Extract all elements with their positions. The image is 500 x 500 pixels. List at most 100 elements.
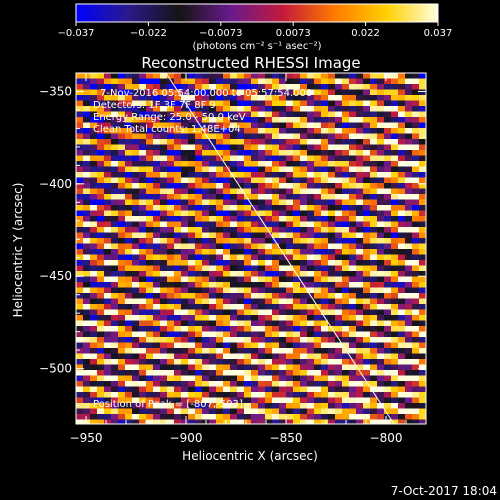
heatmap-cell	[412, 419, 420, 424]
heatmap-cell	[139, 364, 147, 371]
y-axis: −500−450−400−350	[39, 72, 426, 425]
heatmap-cell	[188, 199, 196, 206]
heatmap-cell	[132, 348, 140, 354]
heatmap-cell	[97, 199, 105, 206]
heatmap-cell	[125, 194, 133, 200]
heatmap-cell	[125, 172, 133, 178]
heatmap-cell	[342, 342, 350, 349]
heatmap-cell	[272, 271, 280, 277]
heatmap-cell	[328, 320, 336, 327]
heatmap-cell	[328, 144, 336, 151]
heatmap-cell	[293, 403, 301, 409]
heatmap-cell	[377, 414, 385, 420]
heatmap-cell	[356, 172, 364, 178]
heatmap-cell	[384, 111, 392, 118]
heatmap-cell	[328, 73, 336, 79]
heatmap-cell	[377, 353, 385, 360]
heatmap-cell	[202, 216, 210, 222]
heatmap-cell	[314, 210, 322, 217]
heatmap-cell	[335, 364, 343, 371]
heatmap-cell	[342, 282, 350, 288]
heatmap-cell	[335, 249, 343, 255]
heatmap-cell	[293, 386, 301, 393]
heatmap-cell	[139, 320, 147, 327]
heatmap-cell	[286, 106, 294, 112]
colorbar-unit-label: (photons cm⁻² s⁻¹ asec⁻²)	[192, 41, 321, 52]
heatmap-cell	[97, 337, 105, 343]
heatmap-cell	[391, 84, 399, 90]
heatmap-cell	[342, 144, 350, 151]
heatmap-cell	[125, 315, 133, 321]
heatmap-cell	[251, 199, 259, 206]
heatmap-cell	[188, 271, 196, 277]
heatmap-cell	[314, 216, 322, 222]
heatmap-cell	[139, 414, 147, 420]
heatmap-cell	[90, 243, 98, 250]
colorbar-tick-label: −0.0073	[199, 28, 242, 39]
heatmap-cell	[97, 78, 105, 85]
heatmap-cell	[118, 265, 126, 272]
heatmap-cell	[272, 232, 280, 239]
heatmap-cell	[160, 414, 168, 420]
heatmap-cell	[97, 89, 105, 96]
heatmap-cell	[412, 260, 420, 266]
heatmap-cell	[244, 359, 252, 365]
heatmap-cell	[83, 150, 91, 156]
heatmap-cell	[377, 117, 385, 123]
heatmap-cell	[139, 133, 147, 140]
heatmap-cell	[153, 408, 161, 415]
heatmap-cell	[342, 210, 350, 217]
heatmap-cell	[139, 210, 147, 217]
heatmap-cell	[251, 150, 259, 156]
heatmap-cell	[83, 331, 91, 338]
heatmap-cell	[174, 139, 182, 145]
heatmap-cell	[244, 238, 252, 244]
heatmap-cell	[76, 238, 84, 244]
heatmap-cell	[419, 243, 426, 250]
heatmap-cell	[321, 337, 329, 343]
heatmap-cell	[111, 188, 119, 195]
heatmap-cell	[349, 293, 357, 299]
heatmap-cell	[272, 408, 280, 415]
heatmap-cell	[216, 205, 224, 211]
heatmap-cell	[335, 106, 343, 112]
heatmap-cell	[356, 254, 364, 261]
heatmap-cell	[209, 271, 217, 277]
heatmap-cell	[398, 293, 406, 299]
heatmap-cell	[398, 397, 406, 404]
heatmap-cell	[237, 166, 245, 173]
heatmap-cell	[125, 161, 133, 167]
heatmap-cell	[314, 381, 322, 387]
heatmap-cell	[307, 315, 315, 321]
heatmap-cell	[83, 392, 91, 398]
heatmap-cell	[139, 249, 147, 255]
heatmap-cell	[300, 122, 308, 129]
heatmap-cell	[370, 183, 378, 189]
heatmap-cell	[202, 304, 210, 310]
heatmap-cell	[97, 254, 105, 261]
heatmap-cell	[90, 370, 98, 376]
heatmap-cell	[349, 139, 357, 145]
heatmap-cell	[195, 172, 203, 178]
heatmap-cell	[258, 232, 266, 239]
heatmap-cell	[118, 326, 126, 332]
heatmap-cell	[349, 276, 357, 283]
heatmap-cell	[216, 95, 224, 101]
heatmap-cell	[328, 238, 336, 244]
heatmap-cell	[293, 117, 301, 123]
heatmap-cell	[272, 73, 280, 79]
heatmap-cell	[272, 337, 280, 343]
heatmap-cell	[76, 397, 84, 404]
heatmap-cell	[384, 100, 392, 107]
heatmap-cell	[125, 205, 133, 211]
heatmap-cell	[153, 117, 161, 123]
heatmap-cell	[272, 309, 280, 316]
heatmap-cell	[132, 375, 140, 382]
heatmap-cell	[342, 265, 350, 272]
heatmap-cell	[279, 216, 287, 222]
heatmap-cell	[321, 95, 329, 101]
heatmap-cell	[321, 111, 329, 118]
heatmap-cell	[188, 364, 196, 371]
heatmap-cell	[335, 199, 343, 206]
heatmap-cell	[118, 128, 126, 134]
